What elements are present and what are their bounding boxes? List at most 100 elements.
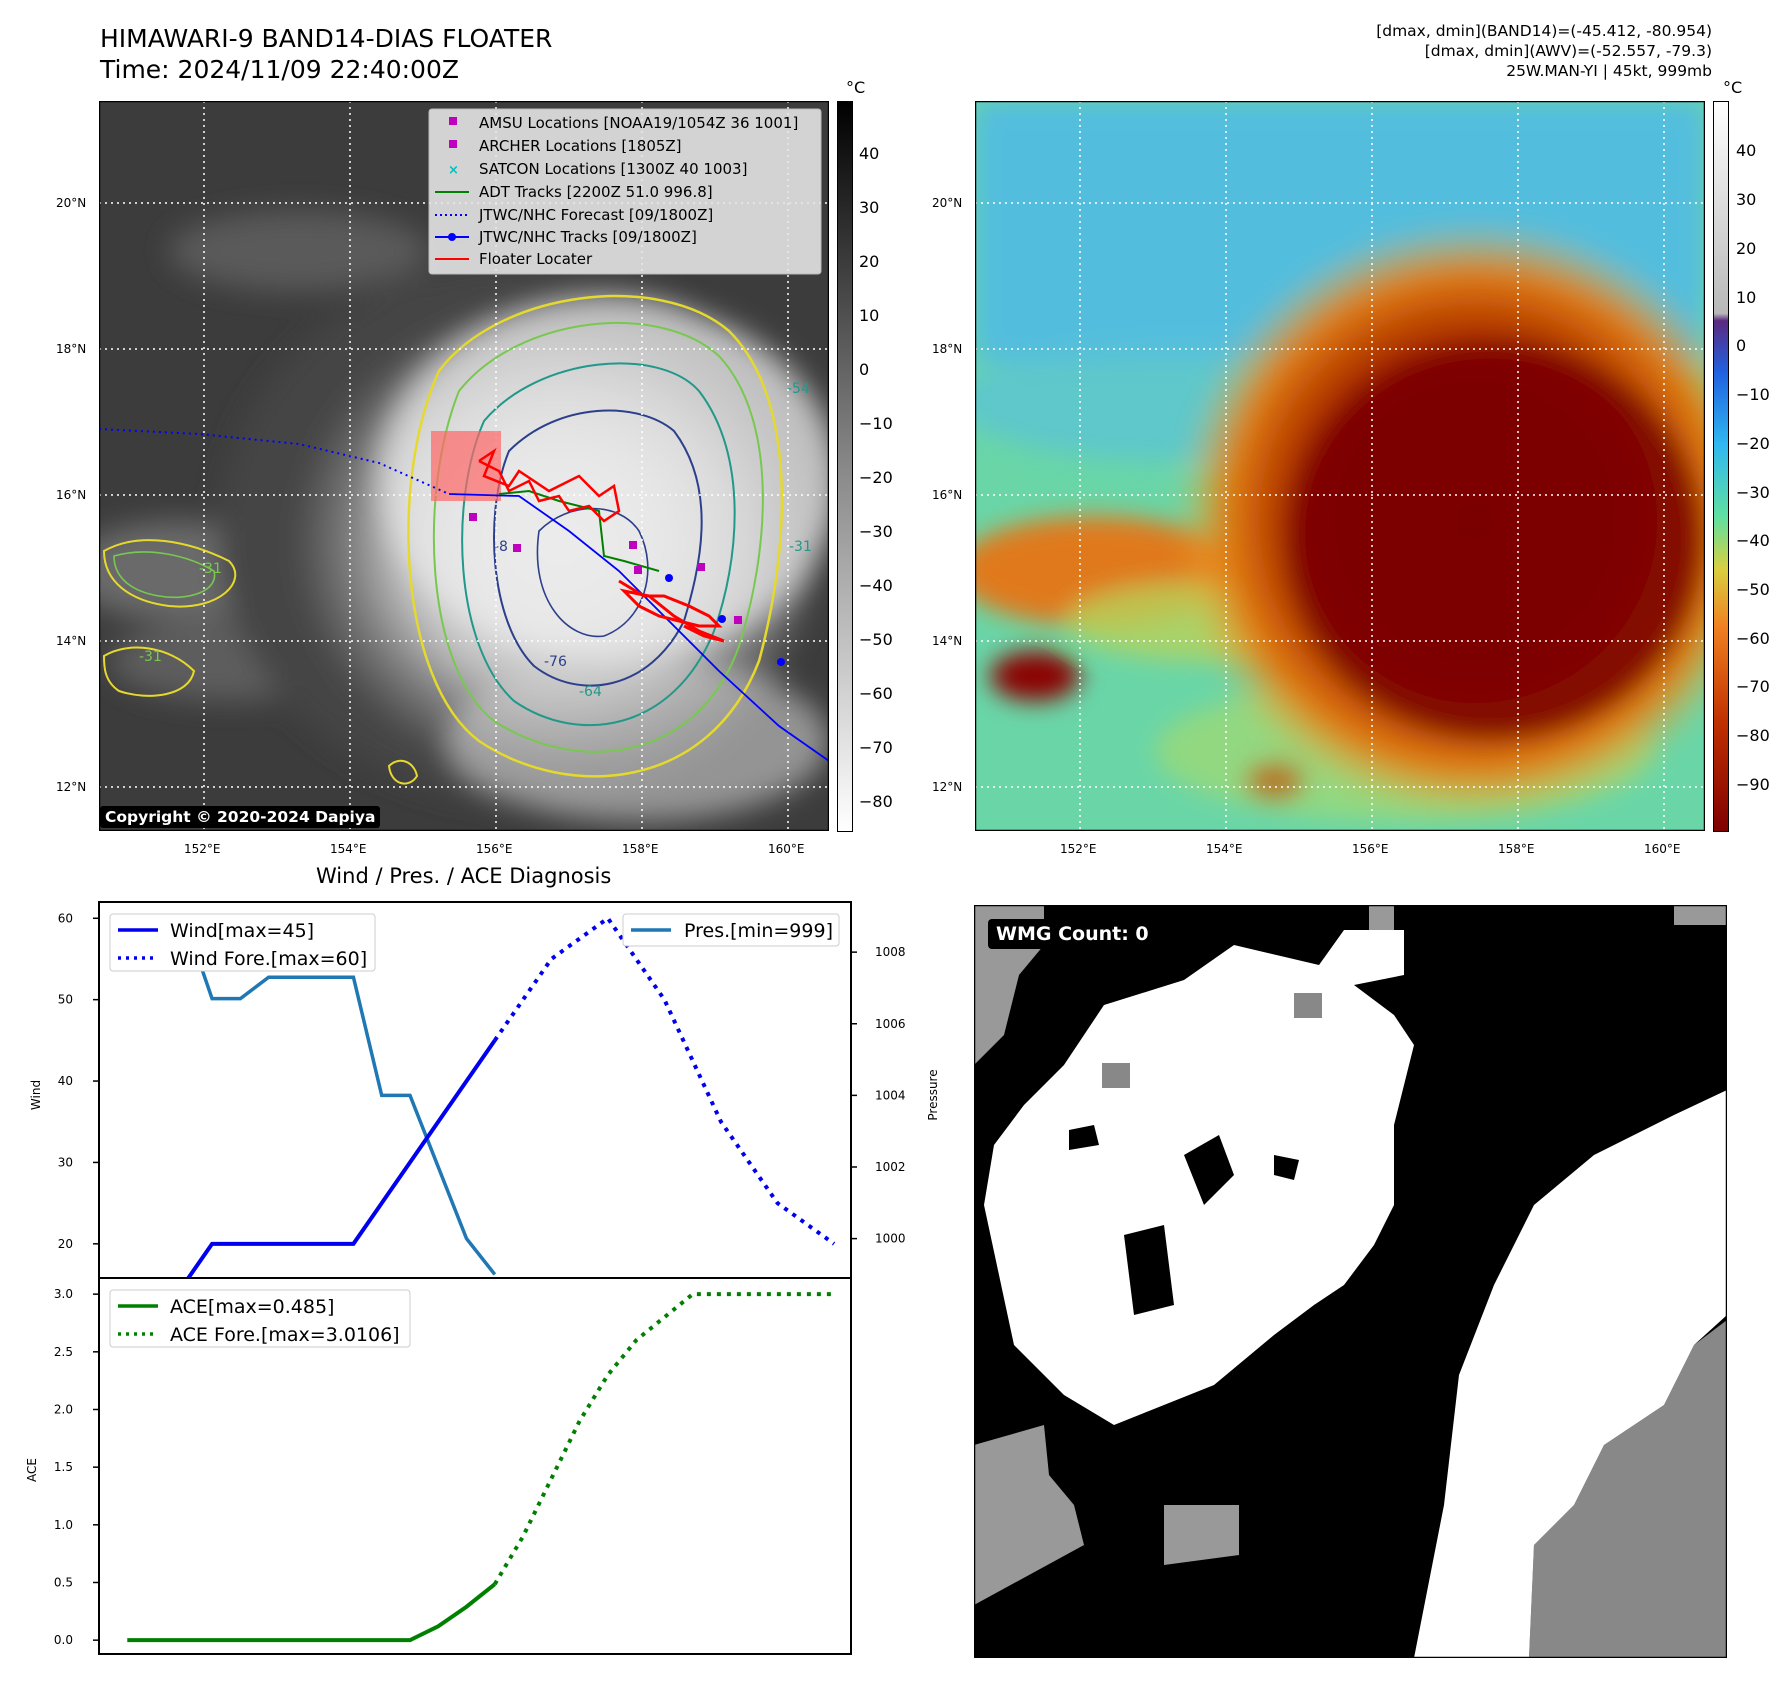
band14-range: [dmax, dmin](BAND14)=(-45.412, -80.954) (1376, 22, 1712, 40)
pressure-legend-label: Pres.[min=999] (684, 920, 833, 942)
legend-jtwc-forecast: JTWC/NHC Forecast [09/1800Z] (478, 206, 713, 224)
diagnosis-chart: 20 30 40 50 60 1000 1002 1004 1006 1008 0.0 0.5 1.0… (25, 901, 940, 1655)
ace-ytick-label: 0.5 (54, 1575, 73, 1589)
map-legend: AMSU Locations [NOAA19/1054Z 36 1001] AR… (428, 108, 822, 275)
right-cb-tick-m70: −70 (1736, 677, 1770, 696)
copyright-badge: Copyright © 2020-2024 Dapiya (100, 806, 381, 828)
ace-ytick-label: 0.0 (54, 1633, 73, 1647)
contour-label-1: -54 (787, 381, 810, 397)
right-cb-tick-0: 0 (1736, 336, 1747, 355)
wmg-gray-southeast (1529, 1320, 1727, 1658)
pressure-ytick-label: 1006 (875, 1017, 906, 1031)
wind-axis-label: Wind (29, 1080, 43, 1110)
right-cb-tick-m40: −40 (1736, 531, 1770, 550)
left-cb-tick-m20: −20 (859, 468, 893, 487)
right-lat-14: 14°N (932, 634, 963, 648)
right-cb-tick-20: 20 (1736, 239, 1757, 258)
wind-ytick-label: 20 (58, 1237, 73, 1251)
left-lat-16: 16°N (56, 488, 87, 502)
ace-ytick-label: 2.0 (54, 1402, 73, 1416)
right-cb-tick-m30: −30 (1736, 483, 1770, 502)
left-lat-14: 14°N (56, 634, 87, 648)
pressure-legend: Pres.[min=999] (622, 913, 840, 947)
right-lon-156: 156°E (1352, 842, 1389, 856)
right-cb-tick-10: 10 (1736, 288, 1757, 307)
left-cb-tick-m40: −40 (859, 576, 893, 595)
left-lat-18: 18°N (56, 342, 87, 356)
right-cb-tick-m10: −10 (1736, 385, 1770, 404)
figure-time: Time: 2024/11/09 22:40:00Z (100, 55, 459, 84)
wind-forecast-line (493, 915, 836, 1246)
left-cb-tick-40: 40 (859, 144, 880, 163)
contour-southwest (102, 646, 196, 697)
right-colorbar (1713, 101, 1729, 832)
wind-ytick-label: 30 (58, 1155, 73, 1169)
wind-fore-legend-label: Wind Fore.[max=60] (170, 948, 367, 970)
contour-south (387, 759, 419, 785)
wmg-panel (974, 905, 1727, 1658)
awv-field (975, 101, 1705, 821)
right-lon-158: 158°E (1498, 842, 1535, 856)
left-cb-tick-20: 20 (859, 252, 880, 271)
ace-fore-legend-label: ACE Fore.[max=3.0106] (170, 1324, 400, 1346)
left-cb-tick-m50: −50 (859, 630, 893, 649)
left-lon-154: 154°E (330, 842, 367, 856)
contour-label-4: -76 (544, 654, 567, 670)
svg-text:×: × (448, 163, 459, 178)
left-lat-12: 12°N (56, 780, 87, 794)
right-lat-20: 20°N (932, 196, 963, 210)
right-lon-160: 160°E (1644, 842, 1681, 856)
left-lon-152: 152°E (184, 842, 221, 856)
legend-amsu: AMSU Locations [NOAA19/1054Z 36 1001] (479, 114, 798, 132)
left-lat-20: 20°N (56, 196, 87, 210)
floater-locater-track-2 (618, 579, 725, 643)
legend-satcon: SATCON Locations [1300Z 40 1003] (479, 160, 747, 178)
wmg-count-badge: WMG Count: 0 (988, 919, 1157, 949)
left-cb-tick-m80: −80 (859, 792, 893, 811)
ace-ytick-label: 3.0 (54, 1287, 73, 1301)
right-lat-12: 12°N (932, 780, 963, 794)
right-cb-tick-m60: −60 (1736, 629, 1770, 648)
left-lon-160: 160°E (768, 842, 805, 856)
contour-teal (461, 362, 736, 727)
contour-label-3: -31 (789, 539, 812, 555)
ace-ytick-label: 1.5 (54, 1460, 73, 1474)
right-lon-154: 154°E (1206, 842, 1243, 856)
ace-forecast-line (493, 1292, 835, 1586)
ace-legend-label: ACE[max=0.485] (170, 1296, 334, 1318)
left-colorbar-unit: °C (846, 78, 866, 97)
contour-label-2: -31 (199, 561, 222, 577)
storm-info: 25W.MAN-YI | 45kt, 999mb (1506, 62, 1712, 80)
right-cb-tick-m90: −90 (1736, 775, 1770, 794)
contour-label-7: -31 (139, 649, 162, 665)
contour-green (432, 322, 764, 753)
wind-ytick-label: 60 (58, 911, 73, 925)
legend-jtwc-tracks: JTWC/NHC Tracks [09/1800Z] (478, 228, 697, 246)
left-lon-158: 158°E (622, 842, 659, 856)
right-cb-tick-40: 40 (1736, 141, 1757, 160)
left-cb-tick-m10: −10 (859, 414, 893, 433)
pressure-ytick-label: 1002 (875, 1160, 906, 1174)
pressure-ytick-label: 1000 (875, 1232, 906, 1246)
contour-outer-yellow (407, 295, 784, 778)
wmg-gray-holes (1102, 993, 1322, 1088)
adt-track (498, 489, 660, 572)
pressure-ytick-label: 1008 (875, 945, 906, 959)
band14-map: -54 -31 -31 -76 -8 -64 -31 AMSU Locat (99, 101, 829, 831)
wmg-black-holes (1069, 1125, 1299, 1315)
left-cb-tick-0: 0 (859, 360, 870, 379)
contour-inner (536, 507, 649, 638)
amsu-locations (469, 513, 742, 624)
right-lat-16: 16°N (932, 488, 963, 502)
right-cb-tick-m20: −20 (1736, 434, 1770, 453)
contour-label-5: -8 (494, 539, 508, 555)
ace-ytick-label: 2.5 (54, 1345, 73, 1359)
left-cb-tick-m70: −70 (859, 738, 893, 757)
diagnosis-title: Wind / Pres. / ACE Diagnosis (316, 864, 612, 888)
awv-map (975, 101, 1705, 831)
legend-floater: Floater Locater (479, 250, 593, 268)
right-cb-tick-m80: −80 (1736, 726, 1770, 745)
contour-west-green (113, 551, 216, 599)
ace-series-line (127, 1582, 497, 1643)
jtwc-forecast-track (99, 428, 450, 495)
